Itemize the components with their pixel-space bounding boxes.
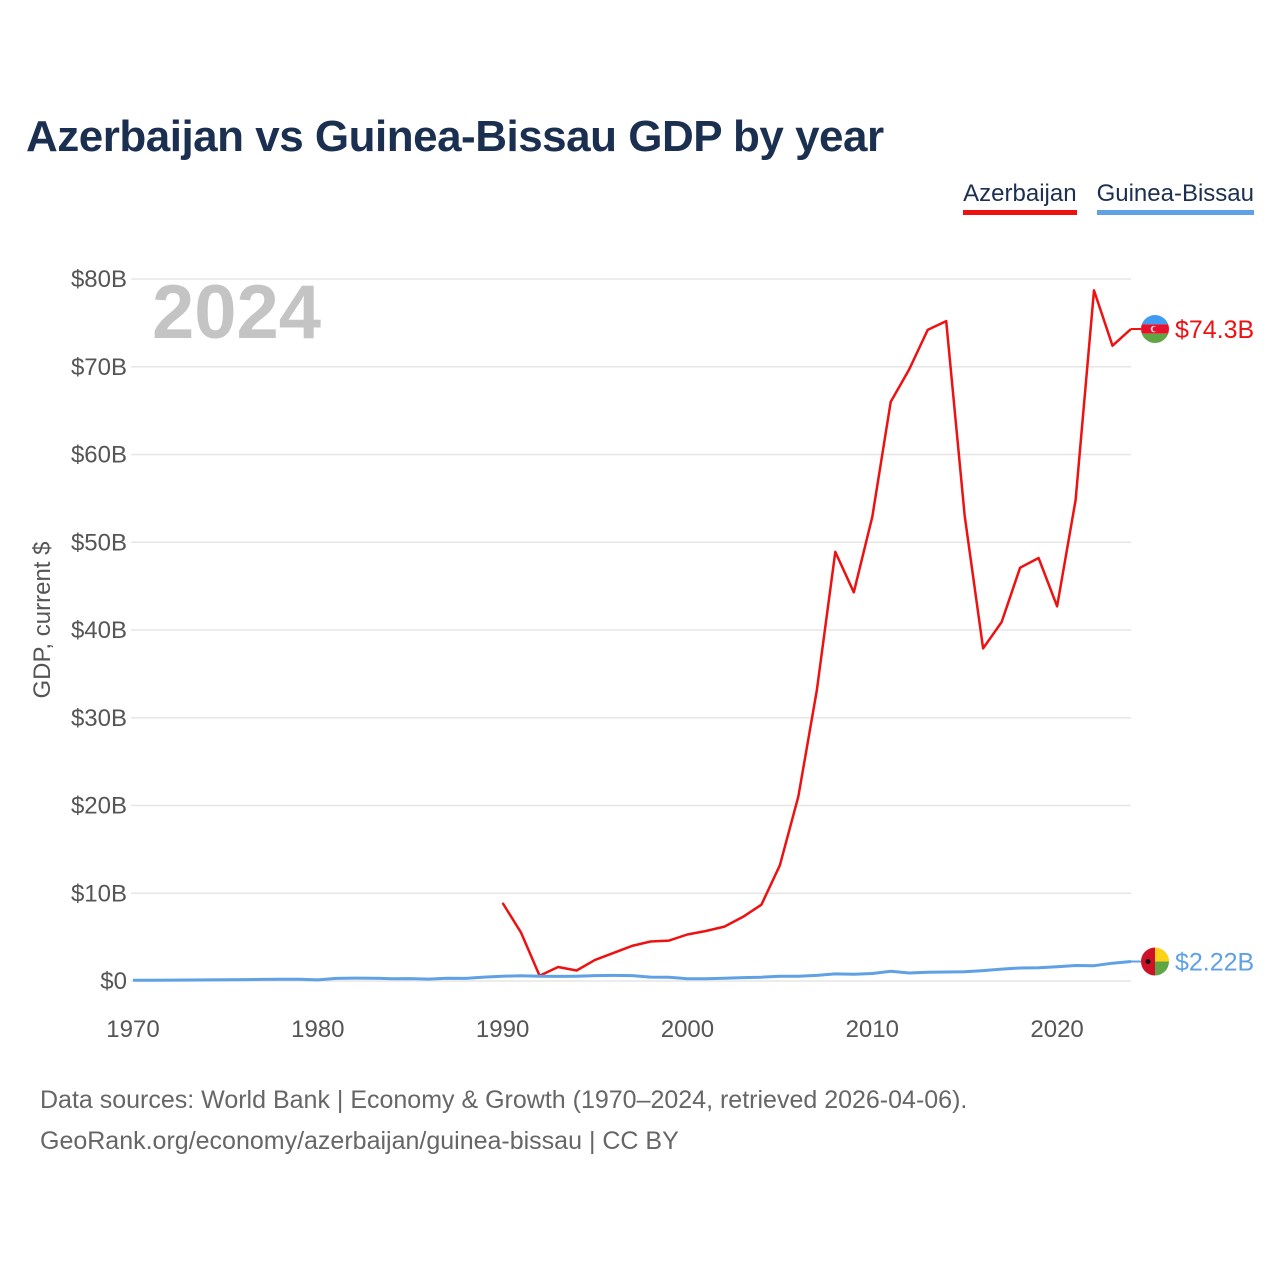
grid <box>131 278 1131 982</box>
legend-item-azerbaijan[interactable]: Azerbaijan <box>963 180 1077 215</box>
x-tick-label: 2000 <box>661 1016 714 1043</box>
data-source-note: Data sources: World Bank | Economy & Gro… <box>40 1080 967 1162</box>
y-tick-label: $60B <box>71 442 127 469</box>
chart-title: Azerbaijan vs Guinea-Bissau GDP by year <box>26 112 884 161</box>
x-axis-ticks: 1970 1980 1990 2000 2010 2020 <box>106 1016 1083 1043</box>
series-end-markers: $74.3B $2.22B <box>1131 315 1254 977</box>
x-tick-label: 1970 <box>106 1016 159 1043</box>
legend-item-guinea-bissau[interactable]: Guinea-Bissau <box>1096 180 1254 215</box>
flag-icon-guinea-bissau <box>1141 947 1169 976</box>
year-watermark: 2024 <box>152 270 321 355</box>
y-axis-ticks: $0 $10B $20B $30B $40B $50B $60B $70B $80B <box>71 266 127 995</box>
y-tick-label: $40B <box>71 617 127 644</box>
end-value-label-guinea-bissau: $2.22B <box>1175 949 1254 977</box>
y-tick-label: $10B <box>71 880 127 907</box>
series-line-azerbaijan <box>501 289 1132 977</box>
x-tick-label: 1990 <box>476 1016 529 1043</box>
y-axis-label: GDP, current $ <box>29 542 56 699</box>
y-tick-label: $20B <box>71 793 127 820</box>
y-tick-label: $80B <box>71 266 127 293</box>
series-lines <box>132 289 1132 982</box>
x-tick-label: 2020 <box>1030 1016 1083 1043</box>
end-value-label-azerbaijan: $74.3B <box>1175 316 1254 344</box>
y-tick-label: $70B <box>71 354 127 381</box>
source-line-1: Data sources: World Bank | Economy & Gro… <box>40 1086 968 1114</box>
source-line-2[interactable]: GeoRank.org/economy/azerbaijan/guinea-bi… <box>40 1127 679 1155</box>
flag-icon-azerbaijan <box>1141 315 1169 344</box>
y-tick-label: $50B <box>71 529 127 556</box>
gdp-line-chart: $0$10B$20B$30B$40B$50B$60B$70B$80B 1970 1… <box>29 266 1254 1043</box>
legend: Azerbaijan Guinea-Bissau <box>963 180 1254 215</box>
y-tick-label: $30B <box>71 705 127 732</box>
x-tick-label: 2010 <box>846 1016 899 1043</box>
x-tick-label: 1980 <box>291 1016 344 1043</box>
y-tick-label: $0 <box>100 968 127 995</box>
series-line-guinea-bissau <box>132 960 1132 982</box>
